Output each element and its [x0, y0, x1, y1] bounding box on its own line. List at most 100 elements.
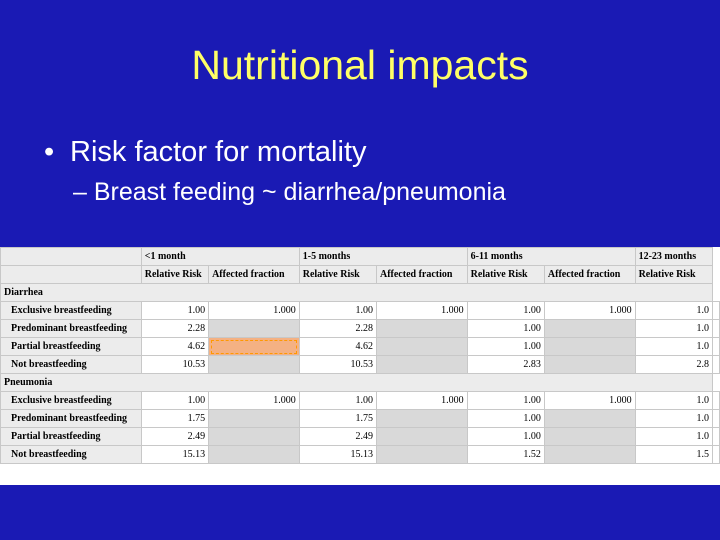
- spreadsheet-panel: <1 month 1-5 months 6-11 months 12-23 month…: [0, 247, 720, 485]
- relative-risk-cell[interactable]: 2.49: [298, 427, 377, 446]
- relative-risk-cell[interactable]: 1.0: [634, 409, 714, 428]
- relative-risk-cell[interactable]: 1.00: [466, 301, 545, 320]
- table-row: Predominant breastfeeding 2.28 2.28 1.00 1.0: [0, 319, 720, 338]
- table-row: Not breastfeeding 10.53 10.53 2.83 2.8: [0, 355, 720, 374]
- overflow-cell: [712, 445, 720, 464]
- relative-risk-cell[interactable]: 1.0: [634, 301, 714, 320]
- relative-risk-cell[interactable]: 1.00: [466, 391, 545, 410]
- corner-cell: [0, 247, 142, 266]
- column-header: Affected fraction: [375, 265, 468, 284]
- affected-fraction-cell[interactable]: [208, 445, 300, 464]
- relative-risk-cell[interactable]: 10.53: [298, 355, 377, 374]
- relative-risk-cell[interactable]: 15.13: [298, 445, 377, 464]
- overflow-cell: [712, 355, 720, 374]
- relative-risk-cell[interactable]: 4.62: [140, 337, 210, 356]
- affected-fraction-cell[interactable]: [375, 427, 468, 446]
- bullet-risk-factor: • Risk factor for mortality: [44, 136, 367, 169]
- relative-risk-cell[interactable]: 4.62: [298, 337, 377, 356]
- relative-risk-cell[interactable]: 10.53: [140, 355, 210, 374]
- age-group-header-row: <1 month 1-5 months 6-11 months 12-23 month…: [0, 247, 720, 266]
- column-header: Relative Risk: [634, 265, 714, 284]
- relative-risk-cell[interactable]: 2.49: [140, 427, 210, 446]
- age-group-header: 12-23 months: [634, 247, 714, 266]
- corner-cell: [0, 265, 142, 284]
- table-row: Predominant breastfeeding 1.75 1.75 1.00 1.0: [0, 409, 720, 428]
- overflow-cell: [712, 337, 720, 356]
- affected-fraction-cell[interactable]: 1.000: [208, 391, 300, 410]
- affected-fraction-cell[interactable]: [375, 319, 468, 338]
- age-group-header: 6-11 months: [466, 247, 636, 266]
- table-row: Exclusive breastfeeding 1.00 1.000 1.00 1.00…: [0, 391, 720, 410]
- relative-risk-cell[interactable]: 1.00: [466, 319, 545, 338]
- affected-fraction-cell[interactable]: 1.000: [543, 301, 636, 320]
- relative-risk-cell[interactable]: 1.00: [140, 301, 210, 320]
- row-label: Not breastfeeding: [0, 355, 142, 374]
- row-label: Exclusive breastfeeding: [0, 301, 142, 320]
- row-label: Partial breastfeeding: [0, 337, 142, 356]
- relative-risk-cell[interactable]: 2.28: [140, 319, 210, 338]
- column-header-row: Relative Risk Affected fraction Relative R…: [0, 265, 720, 284]
- table-row: Partial breastfeeding 2.49 2.49 1.00 1.0: [0, 427, 720, 446]
- relative-risk-cell[interactable]: 1.00: [140, 391, 210, 410]
- affected-fraction-cell[interactable]: 1.000: [375, 301, 468, 320]
- relative-risk-cell[interactable]: 2.8: [634, 355, 714, 374]
- column-header: Relative Risk: [298, 265, 377, 284]
- relative-risk-cell[interactable]: 1.0: [634, 427, 714, 446]
- section-header-row: Pneumonia: [0, 373, 720, 392]
- column-header: Affected fraction: [208, 265, 300, 284]
- bullet-risk-factor-text: Risk factor for mortality: [70, 136, 367, 168]
- relative-risk-cell[interactable]: 1.52: [466, 445, 545, 464]
- affected-fraction-cell[interactable]: [375, 355, 468, 374]
- affected-fraction-cell[interactable]: [543, 337, 636, 356]
- slide-title: Nutritional impacts: [191, 42, 529, 88]
- overflow-cell: [712, 391, 720, 410]
- relative-risk-cell[interactable]: 2.28: [298, 319, 377, 338]
- relative-risk-cell[interactable]: 1.00: [298, 391, 377, 410]
- affected-fraction-cell[interactable]: [543, 445, 636, 464]
- relative-risk-cell[interactable]: 1.00: [466, 337, 545, 356]
- affected-fraction-cell[interactable]: [208, 319, 300, 338]
- affected-fraction-cell[interactable]: 1.000: [543, 391, 636, 410]
- section-header-row: Diarrhea: [0, 283, 720, 302]
- affected-fraction-cell[interactable]: [208, 337, 300, 356]
- relative-risk-cell[interactable]: 1.0: [634, 319, 714, 338]
- age-group-header: 1-5 months: [298, 247, 468, 266]
- relative-risk-cell[interactable]: 1.5: [634, 445, 714, 464]
- relative-risk-cell[interactable]: 1.00: [466, 427, 545, 446]
- affected-fraction-cell[interactable]: [208, 355, 300, 374]
- affected-fraction-cell[interactable]: [208, 409, 300, 428]
- relative-risk-cell[interactable]: 1.75: [140, 409, 210, 428]
- overflow-cell: [712, 319, 720, 338]
- relative-risk-cell[interactable]: 2.83: [466, 355, 545, 374]
- affected-fraction-cell[interactable]: [375, 445, 468, 464]
- table-row: Not breastfeeding 15.13 15.13 1.52 1.5: [0, 445, 720, 464]
- section-label: Pneumonia: [0, 373, 713, 392]
- age-group-header: <1 month: [140, 247, 300, 266]
- relative-risk-cell[interactable]: 15.13: [140, 445, 210, 464]
- row-label: Predominant breastfeeding: [0, 319, 142, 338]
- column-header: Relative Risk: [466, 265, 545, 284]
- relative-risk-table: <1 month 1-5 months 6-11 months 12-23 month…: [0, 247, 720, 464]
- row-label: Exclusive breastfeeding: [0, 391, 142, 410]
- affected-fraction-cell[interactable]: [543, 409, 636, 428]
- relative-risk-cell[interactable]: 1.0: [634, 337, 714, 356]
- relative-risk-cell[interactable]: 1.00: [298, 301, 377, 320]
- affected-fraction-cell[interactable]: [543, 427, 636, 446]
- affected-fraction-cell[interactable]: 1.000: [375, 391, 468, 410]
- affected-fraction-cell[interactable]: [543, 319, 636, 338]
- section-label: Diarrhea: [0, 283, 713, 302]
- affected-fraction-cell[interactable]: [208, 427, 300, 446]
- affected-fraction-cell[interactable]: [375, 409, 468, 428]
- affected-fraction-cell[interactable]: 1.000: [208, 301, 300, 320]
- relative-risk-cell[interactable]: 1.00: [466, 409, 545, 428]
- affected-fraction-cell[interactable]: [543, 355, 636, 374]
- sub-bullet-breast-feeding: – Breast feeding ~ diarrhea/pneumonia: [73, 178, 506, 206]
- column-header: Affected fraction: [543, 265, 636, 284]
- row-label: Predominant breastfeeding: [0, 409, 142, 428]
- affected-fraction-cell[interactable]: [375, 337, 468, 356]
- overflow-cell: [712, 301, 720, 320]
- overflow-cell: [712, 409, 720, 428]
- bullet-marker: •: [44, 136, 55, 168]
- relative-risk-cell[interactable]: 1.75: [298, 409, 377, 428]
- relative-risk-cell[interactable]: 1.0: [634, 391, 714, 410]
